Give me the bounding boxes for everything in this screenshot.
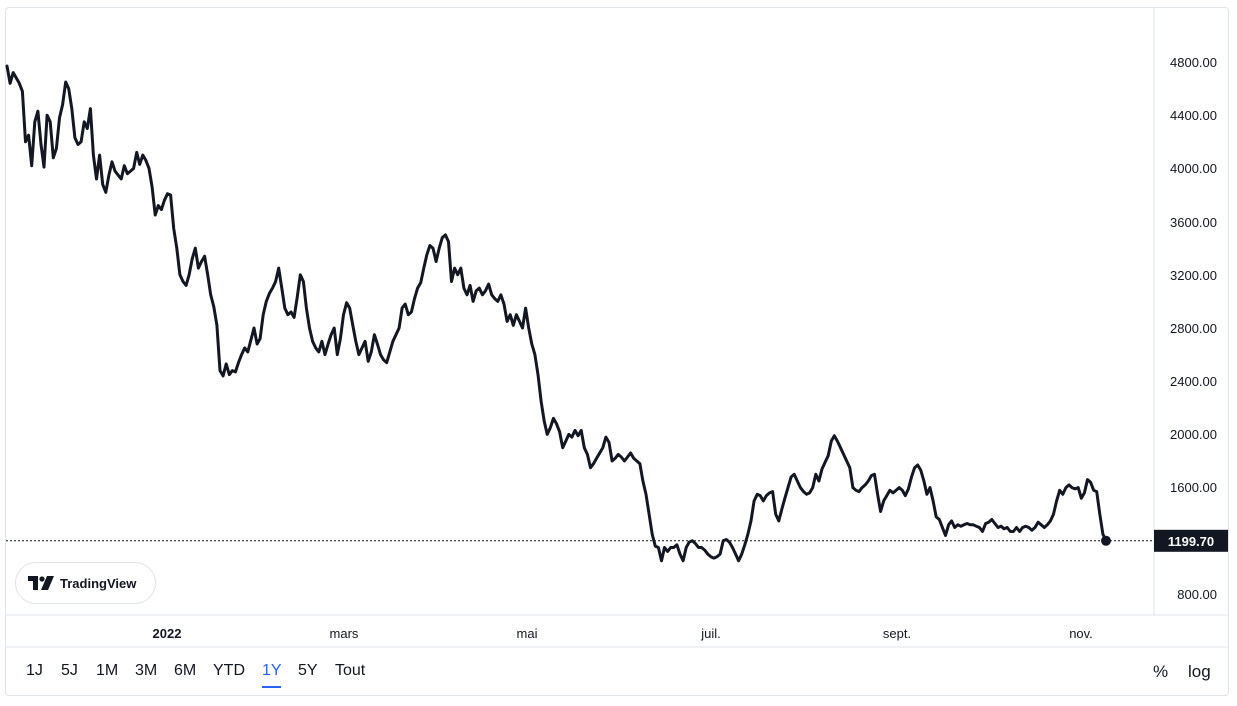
- range-toolbar: 1J 5J 1M 3M 6M YTD 1Y 5Y Tout % log: [6, 648, 1228, 694]
- y-tick-label: 4800.00: [1170, 55, 1217, 70]
- range-button-5y[interactable]: 5Y: [298, 662, 318, 679]
- range-button-1m[interactable]: 1M: [96, 662, 119, 679]
- y-axis: 4800.00 4400.00 4000.00 3600.00 3200.00 …: [1170, 55, 1217, 602]
- y-tick-label: 2800.00: [1170, 321, 1217, 336]
- y-tick-label: 3600.00: [1170, 215, 1217, 230]
- range-button-6m[interactable]: 6M: [174, 662, 197, 679]
- y-tick-label: 2400.00: [1170, 374, 1217, 389]
- range-button-ytd[interactable]: YTD: [213, 662, 245, 679]
- chart-card: [5, 7, 1229, 696]
- y-tick-label: 4400.00: [1170, 108, 1217, 123]
- x-tick-label: nov.: [1069, 626, 1093, 641]
- x-tick-label: 2022: [153, 626, 182, 641]
- range-button-5j[interactable]: 5J: [61, 662, 78, 679]
- range-button-tout[interactable]: Tout: [335, 662, 366, 679]
- y-tick-label: 4000.00: [1170, 161, 1217, 176]
- x-tick-label: sept.: [883, 626, 911, 641]
- range-button-3m[interactable]: 3M: [135, 662, 158, 679]
- x-tick-label: mars: [330, 626, 359, 641]
- last-price-badge: [1154, 529, 1228, 552]
- tradingview-logo-badge[interactable]: TradingView: [15, 562, 156, 604]
- y-tick-label: 2000.00: [1170, 427, 1217, 442]
- range-button-1y[interactable]: 1Y: [262, 662, 282, 679]
- tradingview-logo-icon: [28, 576, 54, 590]
- tradingview-logo-text: TradingView: [60, 575, 137, 591]
- x-axis: 2022 mars mai juil. sept. nov.: [153, 626, 1093, 641]
- y-tick-label: 3200.00: [1170, 268, 1217, 283]
- last-price-label: 1199.70: [1168, 534, 1214, 549]
- price-series-line: [5, 64, 1108, 563]
- x-tick-label: mai: [517, 626, 538, 641]
- y-tick-label: 800.00: [1177, 587, 1217, 602]
- range-button-1j[interactable]: 1J: [26, 662, 43, 679]
- percent-scale-toggle[interactable]: %: [1153, 662, 1169, 681]
- y-tick-label: 1600.00: [1170, 480, 1217, 495]
- active-range-underline: [262, 686, 281, 688]
- x-tick-label: juil.: [700, 626, 721, 641]
- last-point-marker: [1101, 535, 1111, 546]
- log-scale-toggle[interactable]: log: [1188, 662, 1211, 681]
